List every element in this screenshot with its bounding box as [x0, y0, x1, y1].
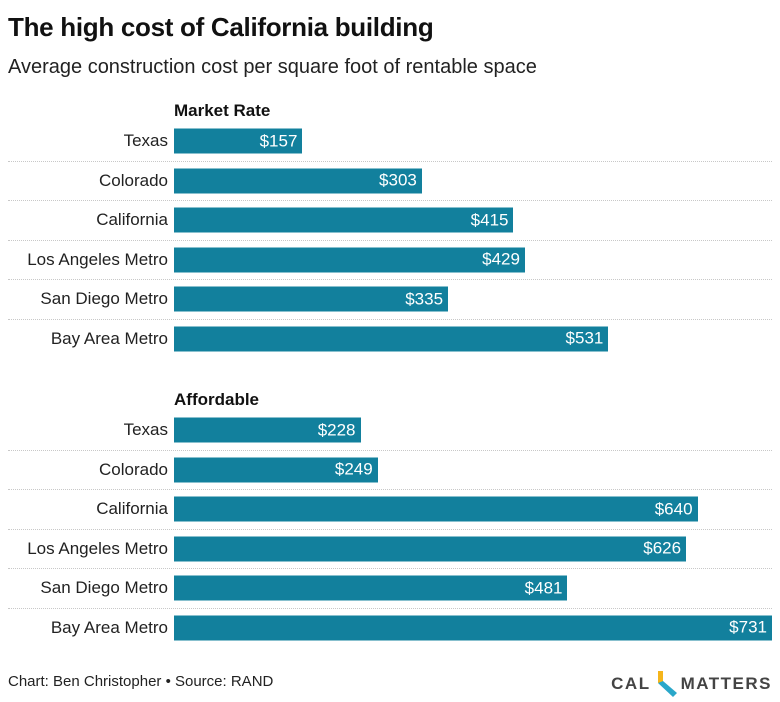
data-label: $531 — [565, 328, 604, 348]
row-separator — [8, 449, 772, 451]
logo-text-right: MATTERS — [680, 674, 772, 693]
row-separator — [8, 528, 772, 530]
calmatters-logo: CAL MATTERS — [611, 671, 772, 697]
bar: $640 — [174, 496, 698, 522]
row-separator — [8, 489, 772, 490]
data-label: $303 — [379, 170, 417, 190]
bar: $335 — [174, 286, 449, 312]
category-label: Colorado — [99, 170, 168, 190]
data-label: $157 — [259, 131, 298, 150]
data-label: $249 — [334, 459, 373, 479]
data-label: $731 — [729, 617, 767, 637]
category-label: Los Angeles Metro — [27, 249, 168, 269]
category-label: Bay Area Metro — [50, 617, 168, 637]
category-label: Los Angeles Metro — [27, 538, 168, 558]
row-separator — [8, 200, 772, 201]
category-label: California — [96, 499, 168, 518]
row-separator — [8, 607, 772, 609]
bar: $249 — [174, 457, 378, 482]
logo-text-left: CAL — [611, 674, 651, 693]
category-label: California — [96, 210, 168, 229]
category-label: Texas — [123, 420, 168, 439]
data-label: $335 — [405, 289, 444, 308]
chart-credit: Chart: Ben Christopher • Source: RAND — [8, 673, 274, 690]
row-separator — [8, 568, 772, 569]
group-heading: Affordable — [174, 390, 259, 409]
bar: $415 — [174, 207, 514, 233]
bar: $303 — [174, 168, 422, 193]
category-label: Colorado — [99, 459, 168, 479]
bar: $626 — [174, 536, 687, 561]
california-shape-icon — [657, 671, 677, 697]
data-label: $640 — [654, 499, 693, 518]
bar: $531 — [174, 326, 609, 351]
chart-title: The high cost of California building — [8, 12, 434, 42]
row-separator — [8, 279, 772, 280]
category-label: Bay Area Metro — [50, 328, 168, 348]
data-label: $415 — [470, 210, 509, 229]
category-label: Texas — [123, 131, 168, 150]
bar: $481 — [174, 575, 568, 601]
row-separator — [8, 160, 772, 162]
data-label: $429 — [482, 249, 520, 269]
data-label: $228 — [317, 420, 356, 439]
category-label: San Diego Metro — [40, 578, 168, 597]
category-label: San Diego Metro — [40, 289, 168, 308]
group-heading: Market Rate — [174, 101, 271, 120]
data-label: $626 — [643, 538, 682, 558]
chart-subtitle: Average construction cost per square foo… — [8, 56, 537, 78]
row-separator — [8, 318, 772, 320]
row-separator — [8, 239, 772, 241]
bar: $731 — [174, 615, 772, 640]
bar: $157 — [174, 128, 303, 154]
data-label: $481 — [524, 578, 563, 597]
bar: $429 — [174, 247, 525, 272]
bar: $228 — [174, 417, 361, 443]
